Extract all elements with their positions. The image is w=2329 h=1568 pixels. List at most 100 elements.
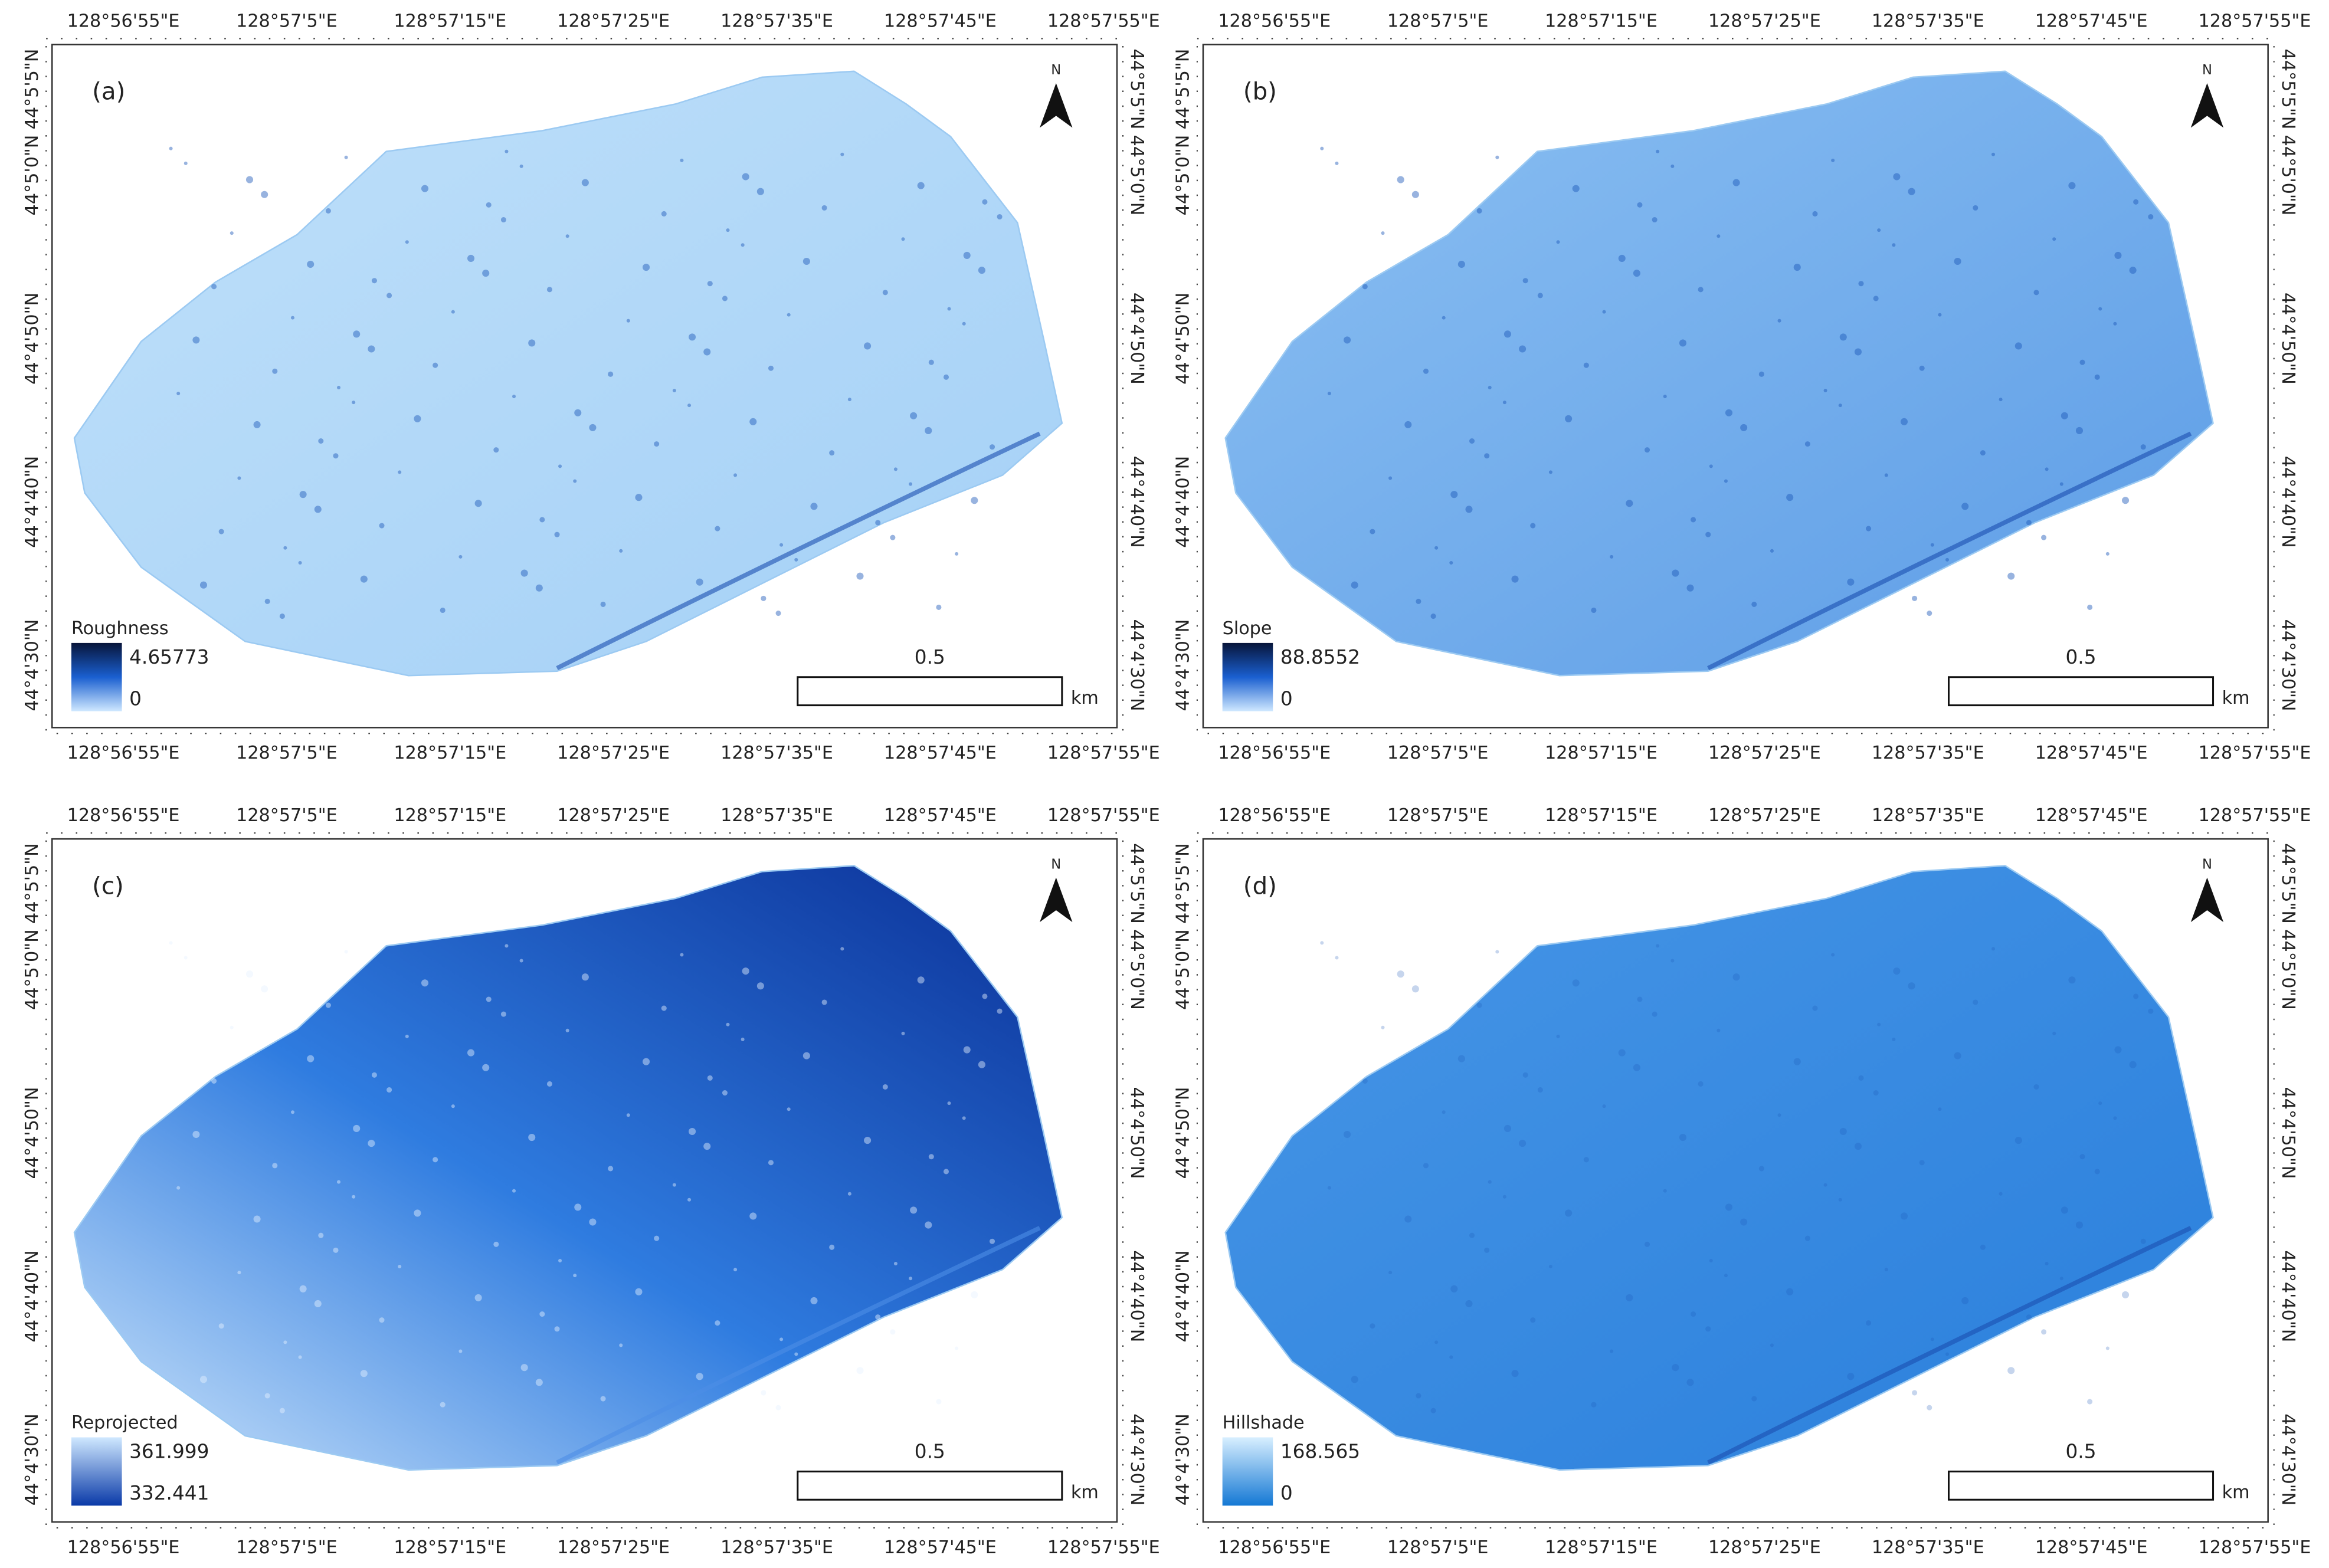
terrain-spot: [528, 339, 536, 347]
legend-title: Hillshade: [1223, 1412, 1305, 1433]
terrain-spot: [794, 1352, 798, 1356]
terrain-spot: [971, 1291, 978, 1298]
scale-bar: [1947, 676, 2215, 707]
y-coordinate-label: 44°5'5"N: [22, 49, 42, 130]
terrain-spot: [2121, 1291, 2130, 1298]
terrain-spot: [2098, 1101, 2102, 1106]
terrain-spot: [2105, 552, 2109, 556]
x-coordinate-label: 128°56'55"E: [67, 805, 180, 826]
terrain-spot: [1709, 1258, 1713, 1262]
terrain-spot: [1411, 985, 1419, 993]
terrain-spot: [1656, 149, 1660, 153]
terrain-spot: [1469, 1232, 1475, 1238]
terrain-spot: [1484, 453, 1490, 459]
terrain-spot: [1930, 543, 1934, 547]
terrain-spot: [1397, 176, 1404, 183]
terrain-spot: [2087, 1399, 2093, 1405]
terrain-spot: [1908, 982, 1915, 990]
terrain-spot: [1793, 1058, 1801, 1065]
terrain-spot: [882, 290, 888, 296]
terrain-spot: [936, 604, 942, 611]
terrain-spot: [2079, 1154, 2085, 1160]
terrain-spot: [1980, 1244, 1986, 1250]
y-coordinate-label: 44°5'5"N: [1126, 49, 1147, 130]
terrain-spot: [1637, 202, 1643, 208]
terrain-spot: [237, 1271, 241, 1275]
x-coordinate-label: 128°57'25"E: [557, 11, 670, 31]
terrain-spot: [298, 1355, 302, 1359]
x-coordinate-label: 128°57'35"E: [1872, 743, 1984, 763]
terrain-spot: [626, 319, 630, 323]
y-coordinate-label: 44°4'30"N: [22, 1413, 42, 1505]
terrain-spot: [1484, 1247, 1490, 1253]
terrain-spot: [199, 581, 208, 589]
terrain-spot: [379, 523, 385, 529]
terrain-spot: [1786, 1288, 1794, 1295]
x-coordinate-label: 128°57'15"E: [1545, 1537, 1658, 1558]
scale-bar: [797, 1470, 1063, 1501]
x-coordinate-label: 128°57'45"E: [884, 1537, 997, 1558]
terrain-spot: [1335, 161, 1339, 165]
terrain-spot: [1732, 973, 1740, 981]
terrain-spot: [1583, 362, 1589, 368]
terrain-spot: [997, 1008, 1003, 1014]
terrain-spot: [1583, 1157, 1589, 1163]
terrain-spot: [982, 199, 988, 205]
terrain-spot: [1717, 234, 1721, 238]
terrain-spot: [1449, 1355, 1453, 1359]
terrain-spot: [433, 1157, 438, 1163]
terrain-spot: [619, 1343, 623, 1347]
terrain-spot: [787, 313, 791, 317]
terrain-spot: [379, 1317, 385, 1323]
legend-min: 332.441: [129, 1482, 209, 1504]
terrain-spot: [1502, 401, 1506, 405]
x-coordinate-label: 128°57'55"E: [2199, 743, 2311, 763]
terrain-spot: [1758, 371, 1764, 377]
terrain-spot: [1858, 281, 1864, 287]
terrain-spot: [626, 1113, 630, 1117]
terrain-spot: [554, 1326, 560, 1332]
terrain-spot: [467, 254, 475, 263]
terrain-spot: [943, 1169, 949, 1175]
terrain-spot: [1892, 243, 1896, 247]
terrain-spot: [1831, 158, 1835, 162]
terrain-spot: [742, 967, 749, 975]
terrain-spot: [742, 173, 749, 181]
terrain-spot: [864, 1137, 872, 1144]
terrain-spot: [1770, 1343, 1774, 1347]
x-coordinate-label: 128°57'55"E: [1047, 805, 1160, 826]
terrain-spot: [546, 287, 552, 293]
terrain-spot: [775, 611, 781, 616]
terrain-spot: [2014, 342, 2022, 350]
terrain-spot: [893, 467, 897, 471]
terrain-spot: [1519, 345, 1527, 353]
terrain-spot: [386, 293, 392, 298]
terrain-spot: [1404, 421, 1412, 428]
terrain-spot: [1537, 1087, 1543, 1093]
terrain-spot: [1626, 500, 1633, 507]
terrain-spot: [1652, 216, 1658, 223]
terrain-spot: [414, 1209, 421, 1217]
y-coordinate-label: 44°4'30"N: [1173, 1413, 1194, 1505]
x-coordinate-label: 128°56'55"E: [67, 743, 180, 763]
terrain-spot: [535, 1379, 543, 1386]
terrain-spot: [680, 953, 684, 957]
terrain-spot: [1919, 365, 1925, 371]
y-coordinate-label: 44°5'0"N: [2278, 929, 2298, 1010]
terrain-spot: [707, 1075, 713, 1081]
legend-max: 168.565: [1280, 1441, 1360, 1463]
terrain-spot: [298, 560, 302, 565]
terrain-spot: [2094, 1169, 2100, 1175]
terrain-spot: [371, 278, 377, 284]
terrain-spot: [1370, 1323, 1375, 1329]
terrain-spot: [890, 1329, 896, 1335]
terrain-spot: [405, 1034, 409, 1038]
terrain-spot: [1434, 546, 1439, 550]
terrain-spot: [1877, 228, 1881, 232]
y-coordinate-label: 44°4'30"N: [1173, 619, 1194, 711]
terrain-spot: [672, 388, 676, 393]
y-coordinate-label: 44°4'30"N: [22, 619, 42, 711]
terrain-spot: [687, 1198, 692, 1202]
y-coordinate-label: 44°5'5"N: [1173, 843, 1194, 924]
terrain-spot: [821, 205, 827, 211]
